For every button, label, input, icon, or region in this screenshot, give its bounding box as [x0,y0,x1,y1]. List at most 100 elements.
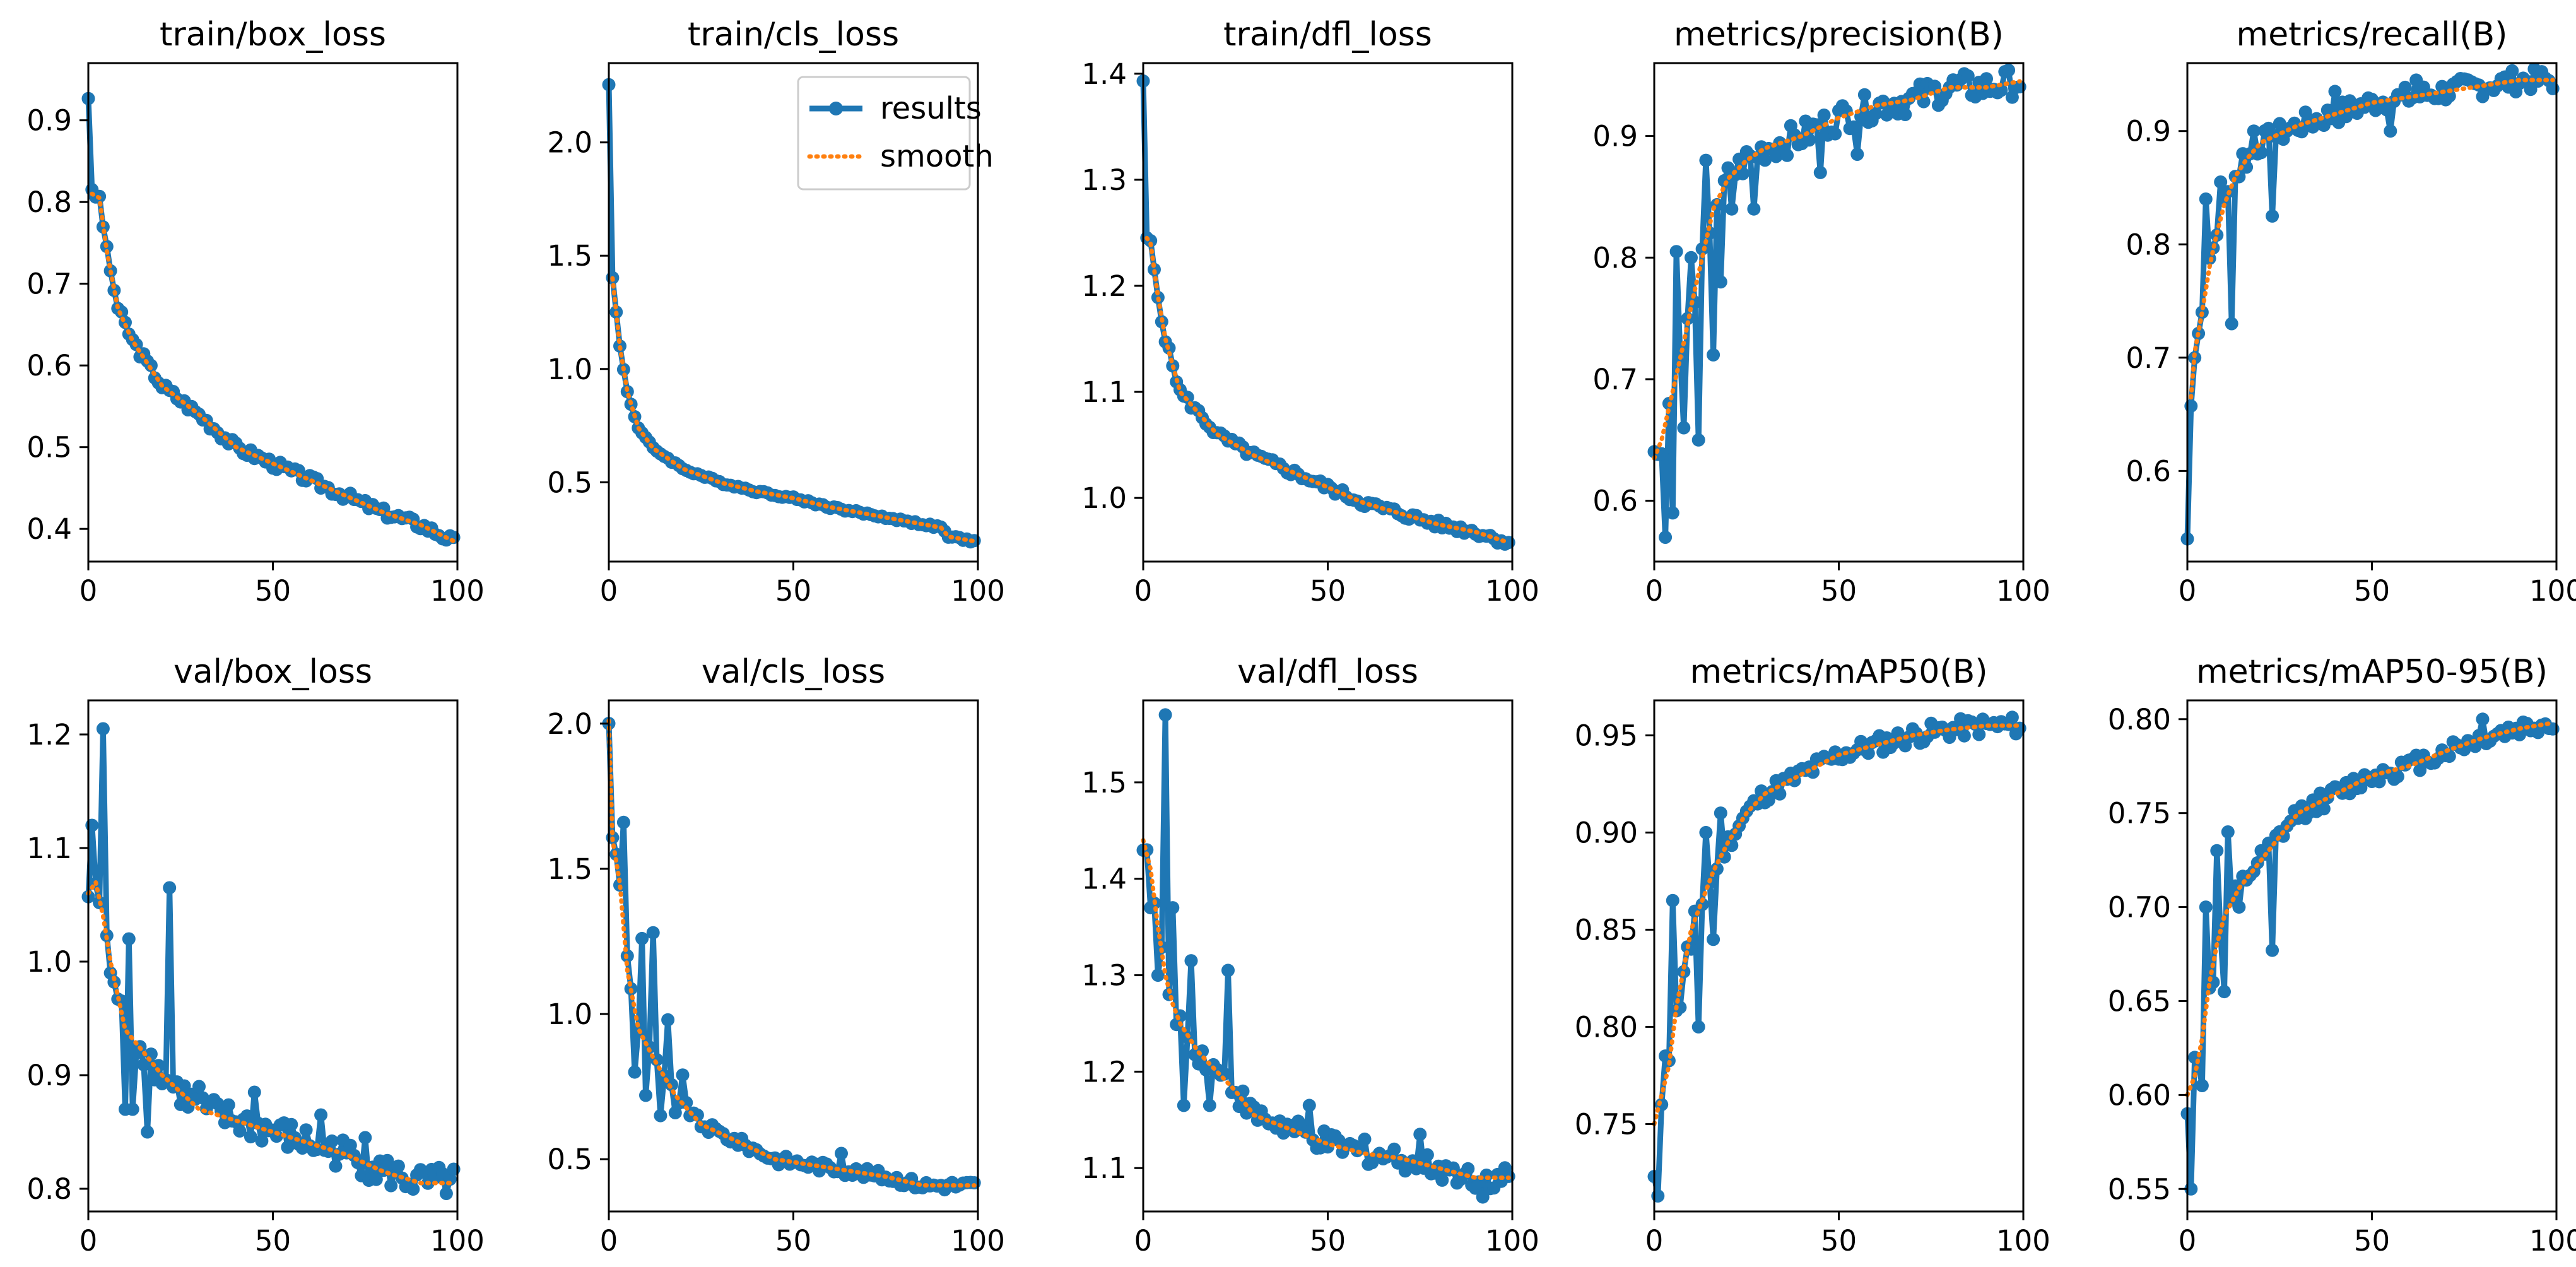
results-point [269,1129,283,1143]
results-point [2546,81,2560,95]
results-point [391,1159,405,1173]
results-point [676,1068,690,1082]
results-point [255,1134,269,1148]
y-tick-label: 1.0 [26,945,72,979]
subplot-title: val/dfl_loss [1237,653,1418,691]
x-tick-label: 0 [1134,1224,1153,1258]
results-point [244,1130,257,1144]
x-tick-label: 50 [775,1224,811,1258]
results-point [1673,1001,1687,1015]
y-tick-label: 1.1 [1081,1152,1127,1185]
subplot-9: metrics/mAP50-95(B) 0 50 100 0.55 0.60 0.65 0.7… [2108,653,2576,1258]
results-point [1446,1161,1460,1175]
y-tick-label: 0.70 [2108,891,2171,924]
smooth-line [1141,838,1511,1180]
x-tick-label: 100 [951,574,1005,608]
results-point [1714,275,1727,289]
y-tick-label: 0.5 [547,1143,592,1176]
results-point [439,1187,453,1200]
y-tick-label: 0.75 [1575,1107,1638,1141]
results-point [635,931,649,945]
axes-frame [1653,699,2025,1213]
y-tick-label: 1.3 [1081,959,1127,993]
results-point [2505,64,2519,78]
y-tick-label: 0.9 [26,1059,72,1092]
results-point [1850,148,1864,161]
y-tick-label: 1.5 [547,239,592,273]
subplot-title: metrics/mAP50-95(B) [2196,653,2548,691]
results-point [2005,710,2019,724]
subplot-title: train/box_loss [160,16,386,54]
results-point [2199,900,2213,914]
legend-results-label: results [880,91,982,126]
results-point [2442,750,2456,763]
smooth-line [90,191,456,544]
x-tick-label: 0 [600,574,618,608]
y-tick-label: 0.7 [2126,341,2171,375]
results-point [137,1058,151,1071]
results-point [1957,729,1971,743]
y-tick-label: 0.7 [1592,363,1638,396]
y-tick-label: 2.0 [547,126,592,160]
results-point [406,1182,420,1196]
y-tick-label: 0.85 [1575,913,1638,946]
y-tick-label: 1.2 [26,718,72,751]
results-point [2214,175,2228,189]
y-tick-label: 0.7 [26,268,72,301]
results-point [1203,1099,1216,1112]
y-tick-label: 0.6 [1592,485,1638,518]
y-tick-label: 0.8 [2126,228,2171,261]
results-point [1817,109,1831,122]
x-tick-label: 0 [79,574,98,608]
results-point [2195,1079,2209,1092]
results-point [2398,80,2412,94]
y-tick-label: 0.9 [2126,115,2171,148]
results-point [380,1153,394,1167]
y-tick-label: 0.6 [26,349,72,382]
results-point [1736,167,1750,180]
subplot-title: metrics/recall(B) [2237,16,2508,54]
results-point [1961,69,1975,83]
results-point [1666,893,1679,907]
subplot-0: train/box_loss 0 50 100 0.4 0.5 0.6 0.7 0.8 0.9 [26,16,485,608]
axes-frame [2186,62,2558,563]
legend: results smooth [797,76,994,191]
results-point [1898,108,1912,121]
results-point [2199,192,2213,206]
results-point [1714,806,1727,820]
y-tick-label: 0.8 [26,1172,72,1206]
x-tick-label: 0 [1645,574,1664,608]
y-tick-label: 1.2 [1081,1055,1127,1088]
subplot-title: metrics/mAP50(B) [1690,653,1987,691]
axes-frame [87,62,459,563]
x-tick-label: 100 [2529,1224,2576,1258]
results-point [384,1179,398,1193]
results-point [329,1159,343,1173]
x-tick-label: 100 [430,574,485,608]
subplot-title: train/cls_loss [688,16,899,54]
results-point [2254,146,2268,160]
results-line [1651,714,2022,1199]
smooth-line [1652,723,2022,1126]
results-point [2442,89,2456,103]
results-point [1420,1148,1434,1162]
results-point [654,1109,668,1123]
y-tick-label: 0.90 [1575,816,1638,849]
results-point [1184,954,1198,968]
results-point [122,932,136,946]
y-tick-label: 0.75 [2108,797,2171,830]
y-tick-label: 1.0 [1081,481,1127,515]
x-tick-label: 50 [255,1224,291,1258]
results-point [2435,80,2449,93]
results-point [141,1125,155,1139]
legend-results-marker [829,102,843,115]
x-tick-label: 100 [430,1224,485,1258]
x-tick-label: 100 [951,1224,1005,1258]
results-point [2218,985,2231,999]
legend-smooth-label: smooth [880,139,994,174]
results-point [299,1123,313,1137]
subplot-4: metrics/recall(B) 0 50 100 0.6 0.7 0.8 0.9 [2126,16,2576,608]
results-point [2225,317,2238,331]
results-point [1707,348,1720,362]
results-point [2317,802,2331,816]
